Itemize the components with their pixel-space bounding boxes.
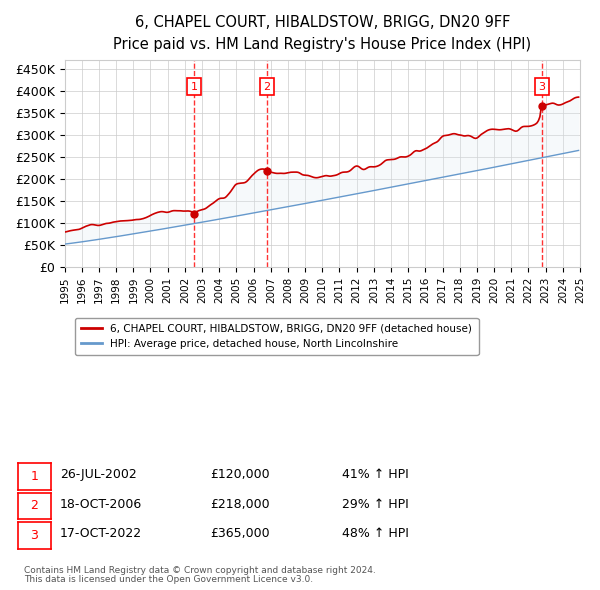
Text: £365,000: £365,000 — [210, 527, 269, 540]
Text: Contains HM Land Registry data © Crown copyright and database right 2024.: Contains HM Land Registry data © Crown c… — [24, 566, 376, 575]
Text: 26-JUL-2002: 26-JUL-2002 — [60, 468, 137, 481]
Text: 3: 3 — [539, 81, 545, 91]
Text: 1: 1 — [31, 470, 38, 483]
Text: This data is licensed under the Open Government Licence v3.0.: This data is licensed under the Open Gov… — [24, 575, 313, 584]
Text: 2: 2 — [263, 81, 271, 91]
Text: 1: 1 — [191, 81, 197, 91]
Text: 29% ↑ HPI: 29% ↑ HPI — [342, 498, 409, 511]
Text: 17-OCT-2022: 17-OCT-2022 — [60, 527, 142, 540]
Text: 18-OCT-2006: 18-OCT-2006 — [60, 498, 142, 511]
Text: 41% ↑ HPI: 41% ↑ HPI — [342, 468, 409, 481]
Text: £120,000: £120,000 — [210, 468, 269, 481]
Text: £218,000: £218,000 — [210, 498, 269, 511]
Text: 2: 2 — [31, 499, 38, 513]
Text: 3: 3 — [31, 529, 38, 542]
Text: 48% ↑ HPI: 48% ↑ HPI — [342, 527, 409, 540]
Legend: 6, CHAPEL COURT, HIBALDSTOW, BRIGG, DN20 9FF (detached house), HPI: Average pric: 6, CHAPEL COURT, HIBALDSTOW, BRIGG, DN20… — [75, 317, 479, 355]
Title: 6, CHAPEL COURT, HIBALDSTOW, BRIGG, DN20 9FF
Price paid vs. HM Land Registry's H: 6, CHAPEL COURT, HIBALDSTOW, BRIGG, DN20… — [113, 15, 532, 52]
